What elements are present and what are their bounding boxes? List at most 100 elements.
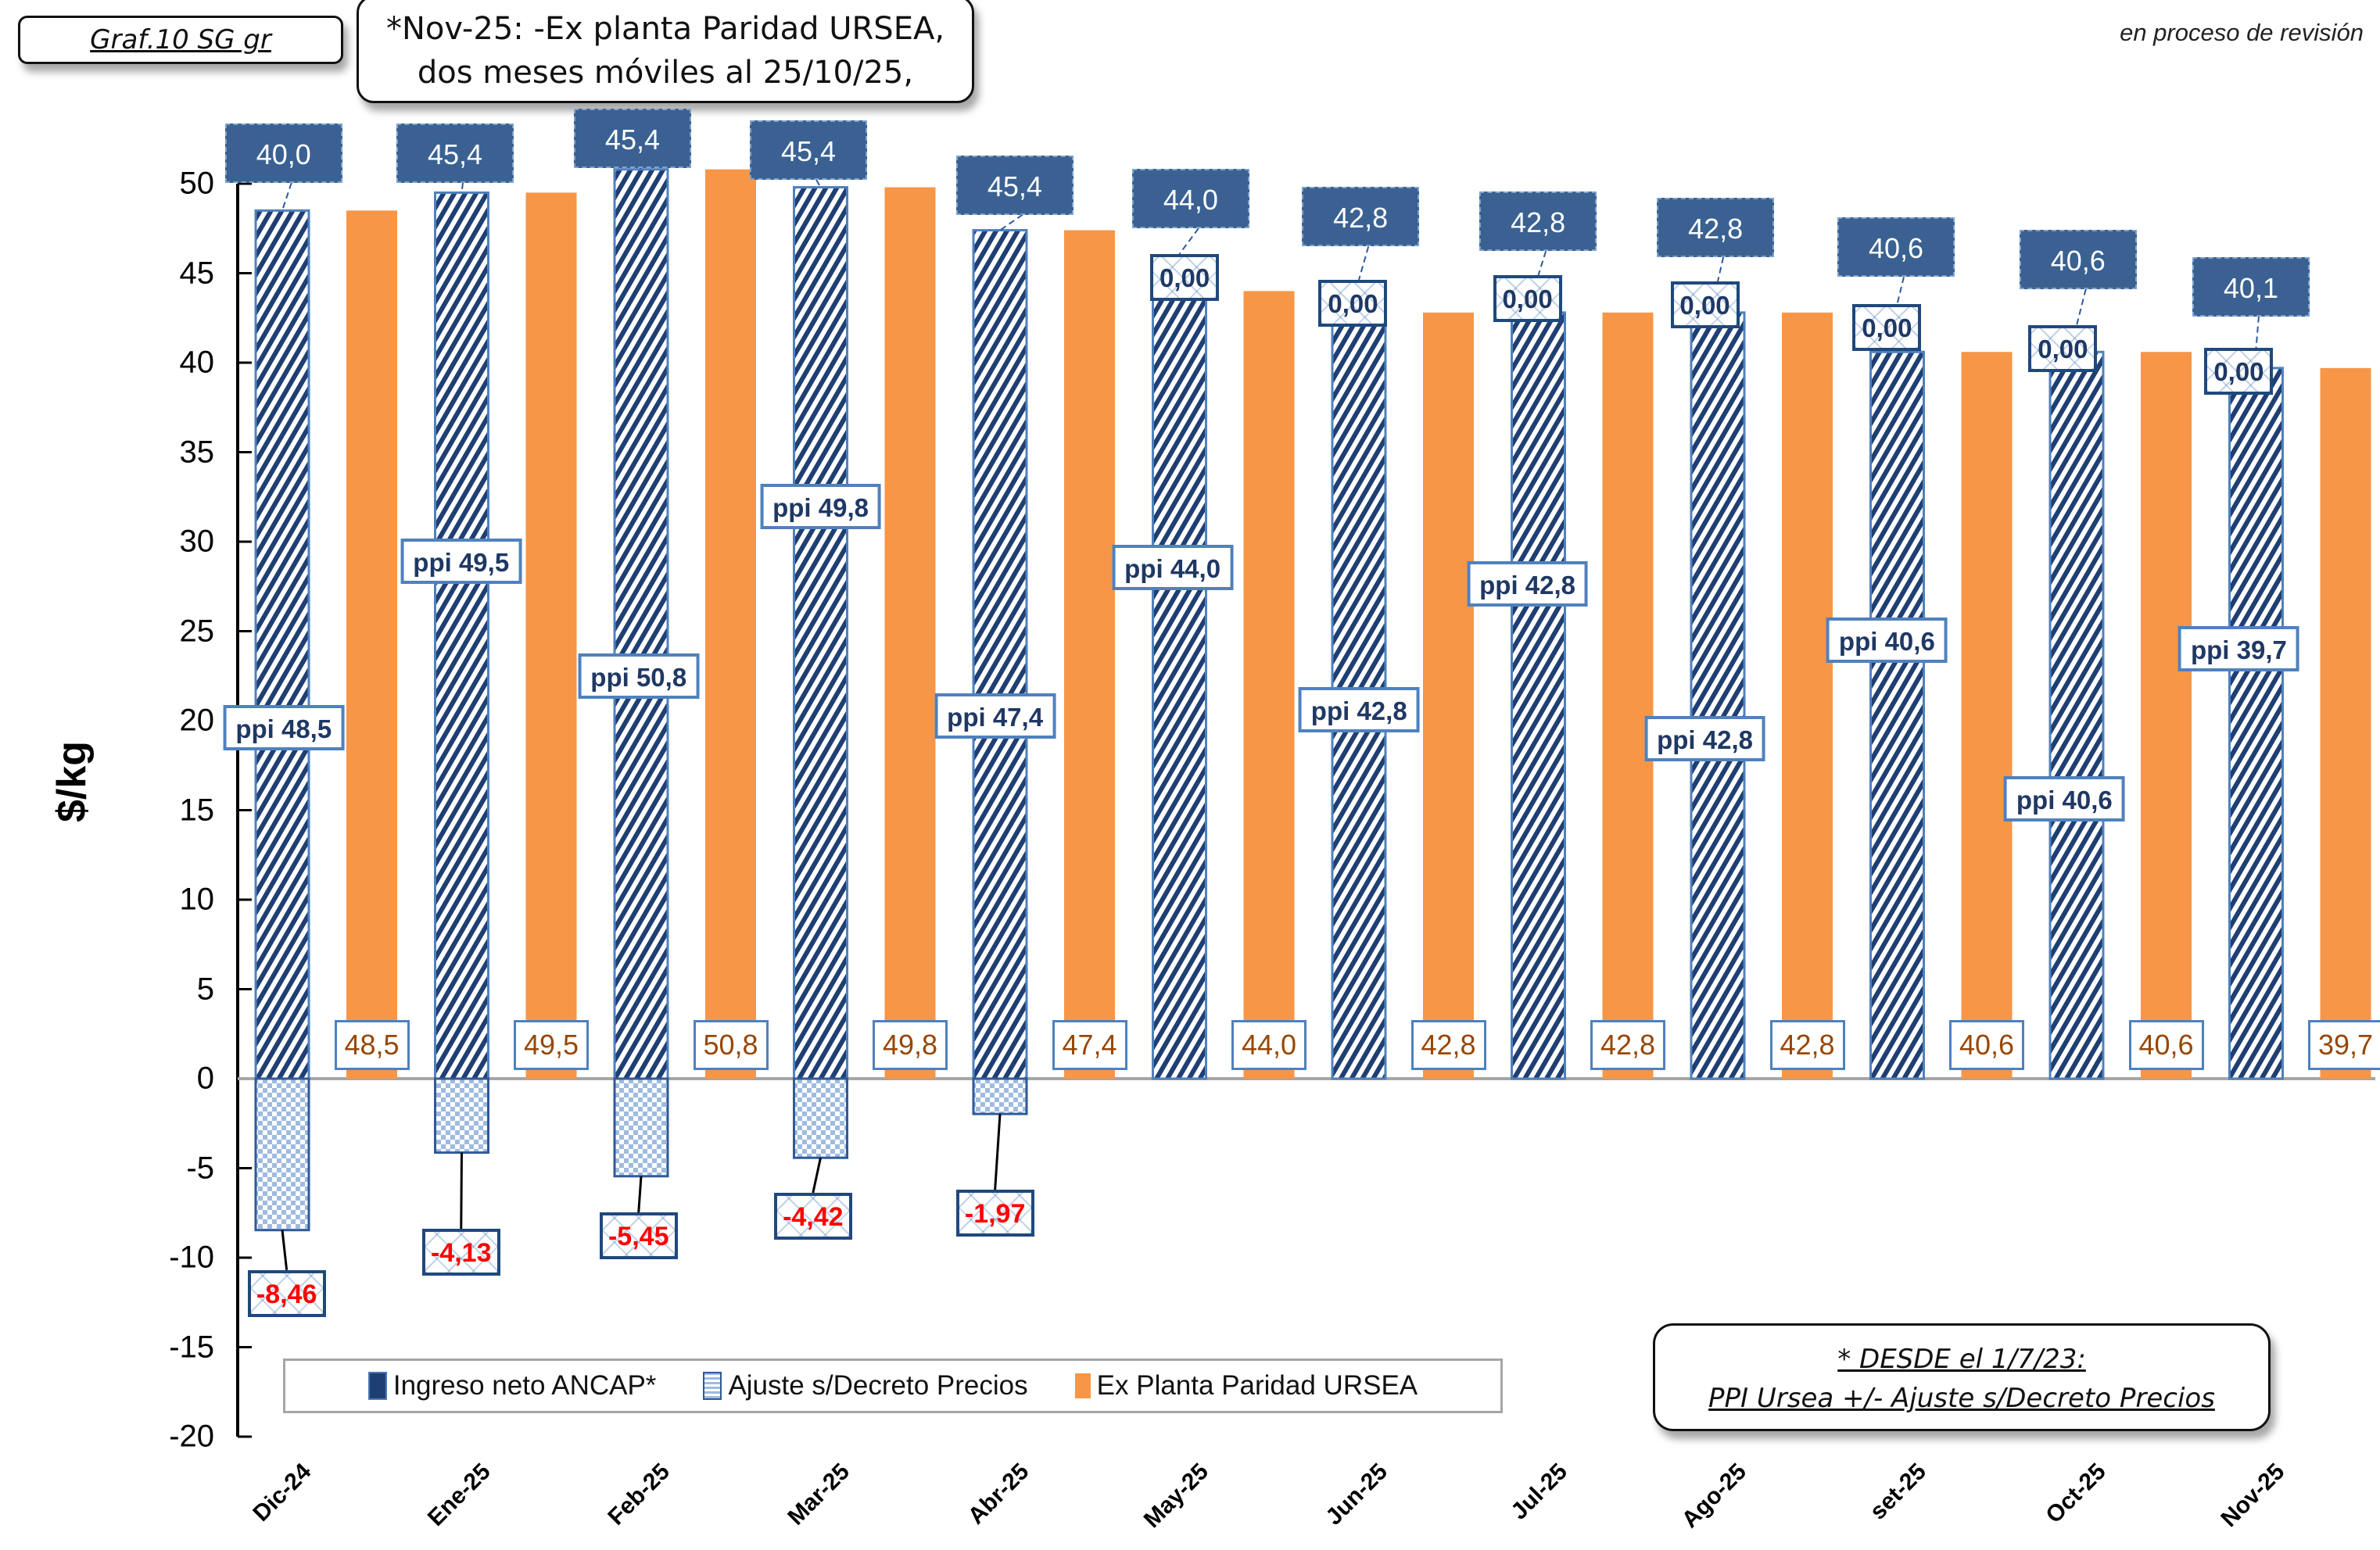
ppi-label: ppi 40,6 xyxy=(2003,776,2125,822)
revision-note: en proceso de revisión xyxy=(2120,19,2364,46)
bar-ancap xyxy=(434,191,489,1080)
leader-line-top xyxy=(815,179,822,188)
ursea-label: 44,0 xyxy=(1231,1019,1306,1070)
legend-item-ajuste: Ajuste s/Decreto Precios xyxy=(703,1370,1028,1401)
ursea-label: 48,5 xyxy=(334,1019,410,1070)
y-tick-label: 45 xyxy=(179,256,215,290)
bar-ajuste xyxy=(972,1077,1028,1115)
y-tick-label: 5 xyxy=(196,972,214,1006)
leader-line-top xyxy=(1717,256,1725,282)
bar-ajuste xyxy=(434,1077,489,1154)
ancap-total-label: 40,0 xyxy=(224,123,342,183)
leader-line-top xyxy=(1537,250,1547,276)
ursea-label: 49,8 xyxy=(873,1019,948,1070)
y-tick-label: 40 xyxy=(179,345,215,380)
bar-ursea xyxy=(884,187,936,1079)
note-line-2: dos meses móviles al 25/10/25, xyxy=(417,55,914,91)
ancap-total-label: 45,4 xyxy=(750,120,868,181)
plot-area xyxy=(236,182,2375,1438)
leader-line-negative xyxy=(637,1176,643,1213)
ursea-label: 42,8 xyxy=(1769,1019,1845,1070)
ppi-label: ppi 42,8 xyxy=(1467,560,1589,607)
bar-ursea xyxy=(705,169,756,1079)
ursea-label: 39,7 xyxy=(2308,1019,2380,1070)
leader-line-top xyxy=(461,182,464,193)
y-tick-label: 50 xyxy=(179,166,215,201)
note-line-1: *Nov-25: -Ex planta Paridad URSEA, xyxy=(385,11,945,47)
graph-id-label: Graf.10 SG gr xyxy=(18,16,343,64)
ppi-label: ppi 47,4 xyxy=(934,693,1056,739)
bar-ursea xyxy=(1423,312,1474,1079)
y-tick-label: 20 xyxy=(179,703,215,738)
ajuste-label: -4,13 xyxy=(421,1229,500,1276)
ajuste-label: -4,42 xyxy=(773,1192,852,1240)
legend-label-ajuste: Ajuste s/Decreto Precios xyxy=(728,1370,1028,1401)
ppi-label: ppi 42,8 xyxy=(1644,715,1765,761)
leader-line-top xyxy=(1358,246,1370,281)
leader-line-top xyxy=(1178,227,1199,255)
y-tick-label: 10 xyxy=(179,882,215,917)
bar-ancap xyxy=(1511,311,1566,1080)
leader-line-top xyxy=(281,182,292,211)
ancap-total-label: 45,4 xyxy=(955,155,1074,215)
ppi-label: ppi 48,5 xyxy=(223,705,345,751)
bar-ursea xyxy=(525,192,577,1079)
footnote-line-2: PPI Ursea +/- Ajuste s/Decreto Precios xyxy=(1708,1383,2215,1414)
leader-line-top xyxy=(640,167,642,170)
graph-id-text: Graf.10 SG gr xyxy=(90,24,271,55)
bar-ancap xyxy=(1869,350,1925,1080)
bar-ajuste xyxy=(793,1077,848,1159)
ppi-label: ppi 50,8 xyxy=(578,653,700,700)
note-callout: *Nov-25: -Ex planta Paridad URSEA, dos m… xyxy=(357,0,974,103)
bar-ancap xyxy=(1152,289,1207,1080)
bar-ancap xyxy=(972,229,1028,1080)
leader-line-top xyxy=(1896,276,1905,305)
legend-item-ursea: Ex Planta Paridad URSEA xyxy=(1074,1370,1418,1401)
ajuste-label: 0,00 xyxy=(2204,348,2274,396)
ancap-total-label: 40,6 xyxy=(2019,229,2137,289)
y-tick-label: -10 xyxy=(169,1240,214,1275)
ursea-label: 42,8 xyxy=(1410,1019,1486,1070)
ppi-label: ppi 40,6 xyxy=(1826,617,1948,663)
leader-line-top xyxy=(2076,288,2087,326)
ajuste-label: 0,00 xyxy=(1493,275,1562,323)
ppi-label: ppi 44,0 xyxy=(1112,544,1234,590)
leader-line-top xyxy=(2255,316,2260,349)
bars xyxy=(254,168,2371,1232)
ajuste-label: 0,00 xyxy=(2028,325,2098,373)
ancap-total-label: 44,0 xyxy=(1131,169,1249,229)
ursea-label: 40,6 xyxy=(1949,1019,2024,1070)
leader-line-negative xyxy=(994,1114,1002,1190)
ajuste-label: -8,46 xyxy=(247,1269,326,1317)
bar-ursea xyxy=(1961,352,2013,1079)
y-axis-title: $/kg xyxy=(49,740,95,823)
y-tick-label: 25 xyxy=(179,614,215,648)
legend-swatch-ursea xyxy=(1074,1373,1091,1398)
ancap-total-label: 45,4 xyxy=(396,123,514,183)
y-tick-label: -5 xyxy=(186,1151,214,1185)
ajuste-label: 0,00 xyxy=(1150,254,1220,302)
footnote-box: * DESDE el 1/7/23: PPI Ursea +/- Ajuste … xyxy=(1653,1323,2271,1431)
bar-ursea xyxy=(1064,230,1115,1079)
y-tick-label: 0 xyxy=(196,1061,214,1096)
ajuste-label: 0,00 xyxy=(1852,304,1922,352)
leader-line-negative xyxy=(460,1152,463,1230)
ancap-total-label: 42,8 xyxy=(1479,192,1597,252)
bar-ursea xyxy=(1602,312,1654,1079)
ajuste-label: 0,00 xyxy=(1670,281,1740,328)
bar-ancap xyxy=(613,168,669,1080)
bar-ursea xyxy=(346,210,397,1079)
bar-ancap xyxy=(2048,350,2105,1080)
bar-ancap xyxy=(2228,367,2284,1080)
ursea-label: 47,4 xyxy=(1052,1019,1127,1070)
y-tick-label: 30 xyxy=(179,524,215,559)
y-tick-label: 15 xyxy=(179,793,215,827)
footnote-line-1: * DESDE el 1/7/23: xyxy=(1837,1344,2086,1375)
ursea-label: 50,8 xyxy=(693,1019,769,1070)
leader-lines xyxy=(281,167,2260,1270)
bar-ancap xyxy=(793,186,848,1080)
ancap-total-label: 42,8 xyxy=(1302,187,1420,247)
leader-line-negative xyxy=(812,1157,822,1194)
legend-swatch-ajuste xyxy=(703,1372,722,1400)
